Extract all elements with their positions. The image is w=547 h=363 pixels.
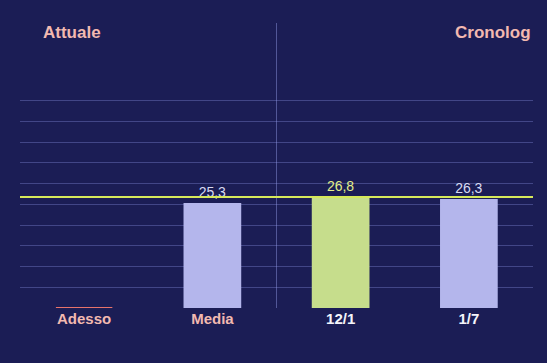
svg-text:26,8: 26,8: [327, 178, 354, 194]
svg-text:Attuale: Attuale: [43, 23, 101, 42]
svg-text:26,3: 26,3: [455, 180, 482, 196]
svg-text:1/7: 1/7: [458, 310, 479, 327]
svg-text:Cronolog: Cronolog: [455, 23, 531, 42]
svg-text:25,3: 25,3: [199, 184, 226, 200]
svg-text:Adesso: Adesso: [57, 310, 111, 327]
svg-text:Media: Media: [191, 310, 234, 327]
svg-text:12/1: 12/1: [326, 310, 355, 327]
